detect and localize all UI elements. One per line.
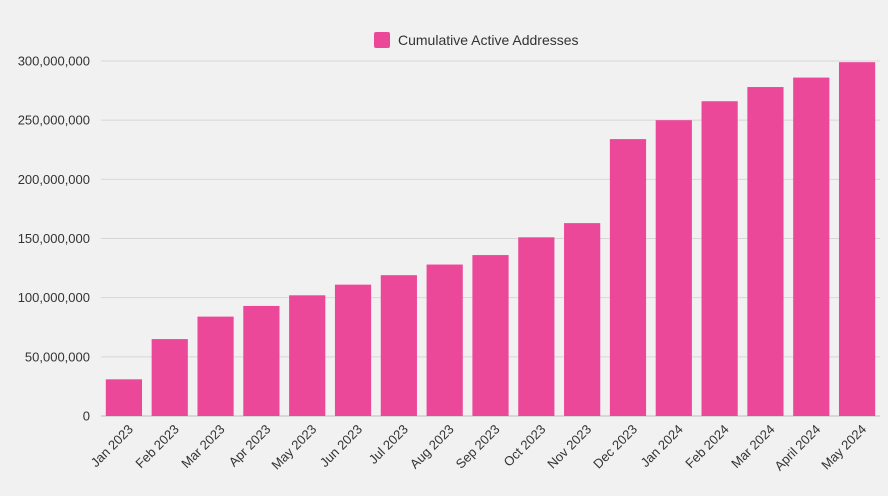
bar[interactable] <box>747 87 784 417</box>
bar[interactable] <box>838 62 876 416</box>
bar[interactable] <box>518 237 555 416</box>
bar[interactable] <box>105 379 143 416</box>
x-tick-label: Feb 2024 <box>682 422 731 471</box>
y-tick-label: 300,000,000 <box>18 54 90 69</box>
y-tick-label: 100,000,000 <box>18 290 90 305</box>
y-tick-label: 50,000,000 <box>25 349 90 364</box>
x-tick-label: Apr 2023 <box>226 422 274 470</box>
bar[interactable] <box>609 139 647 416</box>
y-axis-tick-labels: 0 50,000,000 100,000,000 150,000,000 200,000… <box>18 54 90 424</box>
x-tick-label: Jul 2023 <box>366 422 411 467</box>
x-tick-label: Jan 2023 <box>88 422 136 470</box>
y-tick-label: 200,000,000 <box>18 172 90 187</box>
bar[interactable] <box>197 316 234 416</box>
x-tick-label: Dec 2023 <box>590 422 640 472</box>
x-tick-label: Nov 2023 <box>544 422 594 472</box>
bar[interactable] <box>380 275 417 416</box>
bar[interactable] <box>564 223 601 416</box>
bar[interactable] <box>793 77 830 417</box>
x-tick-label: April 2024 <box>771 422 823 474</box>
bar[interactable] <box>655 120 692 417</box>
y-tick-label: 150,000,000 <box>18 231 90 246</box>
bar[interactable] <box>243 305 280 416</box>
x-tick-label: Feb 2023 <box>132 422 181 471</box>
bars <box>105 62 876 417</box>
x-tick-label: Sep 2023 <box>453 422 503 472</box>
legend-label: Cumulative Active Addresses <box>398 32 579 48</box>
x-tick-label: Mar 2024 <box>728 422 777 471</box>
x-tick-label: Mar 2023 <box>178 422 227 471</box>
x-tick-label: Oct 2023 <box>501 422 549 470</box>
bar[interactable] <box>334 284 372 416</box>
bar[interactable] <box>472 255 509 416</box>
x-tick-label: May 2024 <box>818 422 869 473</box>
x-tick-label: Jan 2024 <box>637 422 685 470</box>
x-tick-label: Jun 2023 <box>317 422 365 470</box>
bar[interactable] <box>701 101 738 416</box>
x-tick-label: Aug 2023 <box>407 422 457 472</box>
bar[interactable] <box>289 295 326 416</box>
legend-swatch <box>374 32 390 48</box>
bar[interactable] <box>151 339 188 416</box>
x-tick-label: May 2023 <box>268 422 319 473</box>
y-tick-label: 0 <box>83 409 90 424</box>
legend[interactable]: Cumulative Active Addresses <box>374 32 579 48</box>
y-tick-label: 250,000,000 <box>18 113 90 128</box>
bar[interactable] <box>426 264 463 416</box>
